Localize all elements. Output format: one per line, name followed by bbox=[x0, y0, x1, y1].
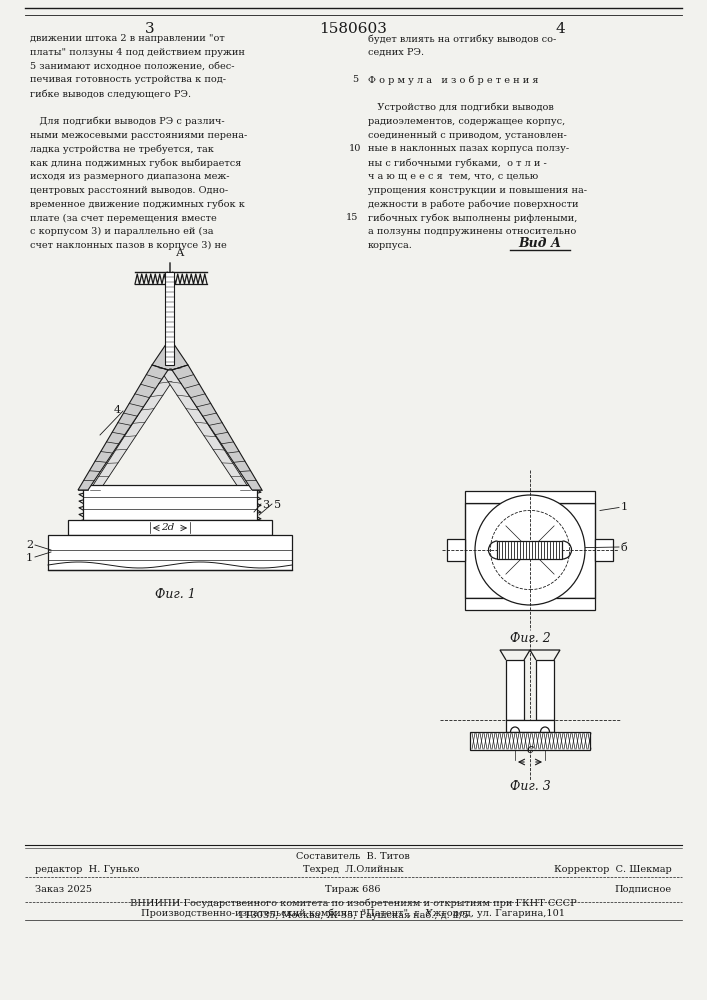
Bar bbox=[165, 272, 175, 365]
Text: счет наклонных пазов в корпусе 3) не: счет наклонных пазов в корпусе 3) не bbox=[30, 241, 227, 250]
Text: Ф о р м у л а   и з о б р е т е н и я: Ф о р м у л а и з о б р е т е н и я bbox=[368, 75, 539, 85]
Text: 1580603: 1580603 bbox=[319, 22, 387, 36]
Text: Фиг. 1: Фиг. 1 bbox=[155, 588, 195, 601]
Text: соединенный с приводом, установлен-: соединенный с приводом, установлен- bbox=[368, 131, 567, 140]
Text: 3: 3 bbox=[145, 22, 155, 36]
Text: Заказ 2025: Заказ 2025 bbox=[35, 885, 92, 894]
Text: Производственно-издательский комбинат "Патент", г. Ужгород, ул. Гагарина,101: Производственно-издательский комбинат "П… bbox=[141, 908, 565, 918]
Text: 3: 3 bbox=[262, 500, 269, 510]
Text: Подписное: Подписное bbox=[615, 885, 672, 894]
Text: 2: 2 bbox=[26, 540, 33, 550]
Text: 1: 1 bbox=[26, 553, 33, 563]
Text: Тираж 686: Тираж 686 bbox=[325, 885, 381, 894]
Text: редактор  Н. Гунько: редактор Н. Гунько bbox=[35, 865, 139, 874]
Text: Составитель  В. Титов: Составитель В. Титов bbox=[296, 852, 410, 861]
Text: 5: 5 bbox=[352, 75, 358, 84]
Bar bbox=[470, 732, 590, 750]
Text: а ползуны подпружинены относительно: а ползуны подпружинены относительно bbox=[368, 227, 576, 236]
Text: ны с гибочными губками,  о т л и -: ны с гибочными губками, о т л и - bbox=[368, 158, 547, 168]
Polygon shape bbox=[172, 365, 262, 490]
Text: ладка устройства не требуется, так: ладка устройства не требуется, так bbox=[30, 144, 214, 154]
Text: 4: 4 bbox=[114, 405, 121, 415]
Text: гибочных губок выполнены рифлеными,: гибочных губок выполнены рифлеными, bbox=[368, 213, 578, 223]
Text: Техред  Л.Олийнык: Техред Л.Олийнык bbox=[303, 865, 404, 874]
Polygon shape bbox=[152, 345, 188, 370]
Bar bbox=[595, 539, 613, 561]
Text: упрощения конструкции и повышения на-: упрощения конструкции и повышения на- bbox=[368, 186, 587, 195]
Text: будет влиять на отгибку выводов со-: будет влиять на отгибку выводов со- bbox=[368, 34, 556, 43]
Text: плате (за счет перемещения вместе: плате (за счет перемещения вместе bbox=[30, 213, 217, 223]
Bar bbox=[48, 535, 292, 570]
Text: исходя из размерного диапазона меж-: исходя из размерного диапазона меж- bbox=[30, 172, 230, 181]
Text: б: б bbox=[621, 543, 628, 553]
Text: дежности в работе рабочие поверхности: дежности в работе рабочие поверхности bbox=[368, 200, 578, 209]
Text: ВНИИПИ Государственного комитета по изобретениям и открытиям при ГКНТ СССР: ВНИИПИ Государственного комитета по изоб… bbox=[129, 899, 576, 908]
Polygon shape bbox=[78, 365, 168, 490]
Bar bbox=[465, 597, 595, 609]
Text: 5 занимают исходное положение, обес-: 5 занимают исходное положение, обес- bbox=[30, 62, 235, 71]
Bar bbox=[506, 660, 524, 720]
Bar bbox=[465, 490, 595, 502]
Text: седних РЭ.: седних РЭ. bbox=[368, 48, 424, 57]
Text: печивая готовность устройства к под-: печивая готовность устройства к под- bbox=[30, 75, 226, 84]
Text: с корпусом 3) и параллельно ей (за: с корпусом 3) и параллельно ей (за bbox=[30, 227, 214, 236]
Polygon shape bbox=[159, 368, 250, 490]
Bar bbox=[506, 720, 554, 732]
Text: 2d: 2d bbox=[161, 524, 175, 532]
Text: как длина поджимных губок выбирается: как длина поджимных губок выбирается bbox=[30, 158, 241, 168]
Text: А: А bbox=[176, 248, 185, 258]
Text: центровых расстояний выводов. Одно-: центровых расстояний выводов. Одно- bbox=[30, 186, 228, 195]
Bar bbox=[68, 520, 272, 535]
Text: временное движение поджимных губок к: временное движение поджимных губок к bbox=[30, 200, 245, 209]
Bar bbox=[498, 541, 563, 559]
Text: 5: 5 bbox=[274, 500, 281, 510]
Text: гибке выводов следующего РЭ.: гибке выводов следующего РЭ. bbox=[30, 89, 191, 99]
Text: Фиг. 3: Фиг. 3 bbox=[510, 780, 550, 793]
Text: 10: 10 bbox=[349, 144, 361, 153]
Text: Вид А: Вид А bbox=[518, 237, 561, 250]
Text: Устройство для подгибки выводов: Устройство для подгибки выводов bbox=[368, 103, 554, 112]
Text: платы" ползуны 4 под действием пружин: платы" ползуны 4 под действием пружин bbox=[30, 48, 245, 57]
Text: ные в наклонных пазах корпуса ползу-: ные в наклонных пазах корпуса ползу- bbox=[368, 144, 569, 153]
Text: Для подгибки выводов РЭ с различ-: Для подгибки выводов РЭ с различ- bbox=[30, 117, 225, 126]
Text: ч а ю щ е е с я  тем, что, с целью: ч а ю щ е е с я тем, что, с целью bbox=[368, 172, 538, 181]
Bar bbox=[447, 539, 465, 561]
Text: Фиг. 2: Фиг. 2 bbox=[510, 632, 550, 645]
Text: корпуса.: корпуса. bbox=[368, 241, 413, 250]
Text: ными межосевыми расстояниями перена-: ными межосевыми расстояниями перена- bbox=[30, 131, 247, 140]
Bar bbox=[83, 485, 257, 520]
Circle shape bbox=[475, 495, 585, 605]
Bar bbox=[536, 660, 554, 720]
Text: радиоэлементов, содержащее корпус,: радиоэлементов, содержащее корпус, bbox=[368, 117, 566, 126]
Text: 15: 15 bbox=[346, 213, 358, 222]
Text: 4: 4 bbox=[555, 22, 565, 36]
Text: 1: 1 bbox=[621, 502, 628, 512]
Bar bbox=[465, 502, 595, 597]
Polygon shape bbox=[90, 368, 181, 490]
Text: 113035, Москва, Ж-35, Раушская наб., д. 4/5: 113035, Москва, Ж-35, Раушская наб., д. … bbox=[238, 911, 468, 920]
Text: с: с bbox=[527, 743, 534, 756]
Text: движении штока 2 в направлении "от: движении штока 2 в направлении "от bbox=[30, 34, 225, 43]
Text: Корректор  С. Шекмар: Корректор С. Шекмар bbox=[554, 865, 672, 874]
